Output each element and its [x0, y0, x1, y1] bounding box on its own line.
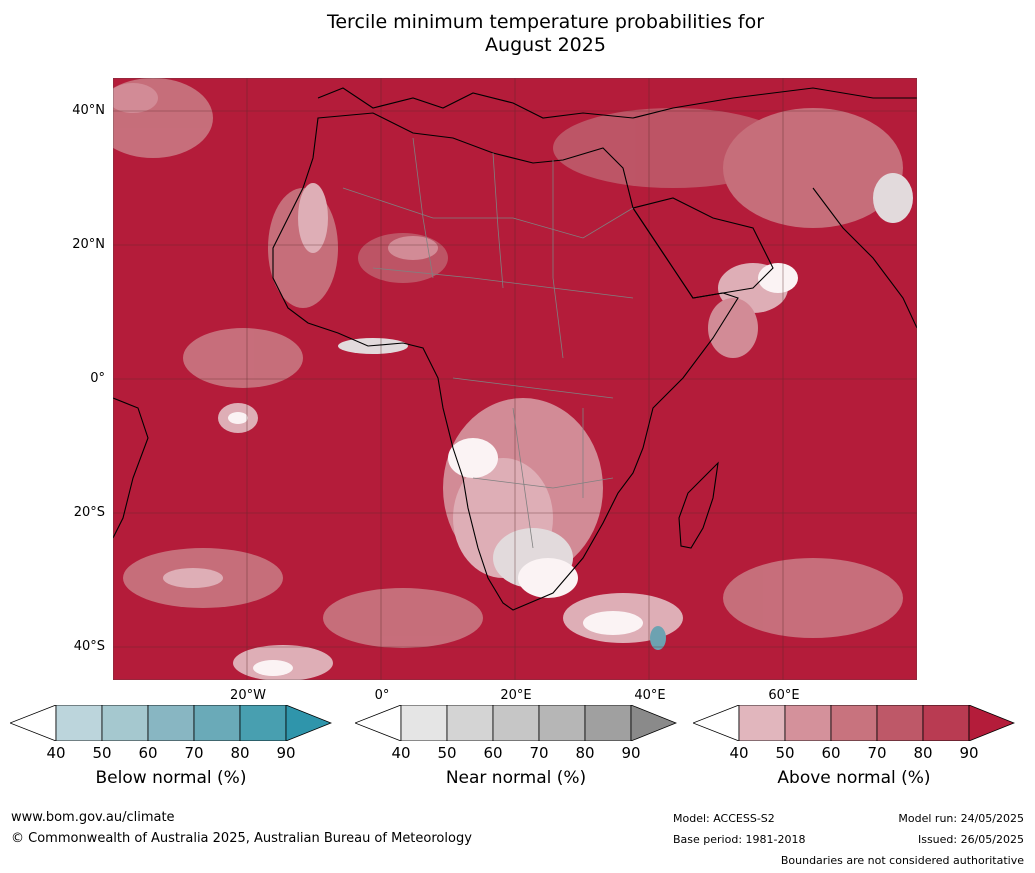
map-title-line1: Tercile minimum temperature probabilitie…	[326, 11, 765, 33]
near-tick-80: 80	[575, 744, 595, 762]
lon-label-40e: 40°E	[634, 688, 666, 703]
gridlines	[113, 78, 917, 680]
lon-label-60e: 60°E	[768, 688, 800, 703]
below-tick-70: 70	[184, 744, 204, 762]
above-tick-90: 90	[959, 744, 979, 762]
model-text: Model: ACCESS-S2	[673, 812, 775, 825]
near-tick-90: 90	[621, 744, 641, 762]
below-normal-label: Below normal (%)	[95, 768, 247, 788]
lon-label-0: 0°	[374, 688, 390, 703]
lat-label-40n: 40°N	[72, 103, 105, 118]
near-tick-40: 40	[391, 744, 411, 762]
issued-text: Issued: 26/05/2025	[917, 833, 1024, 846]
above-tick-50: 50	[775, 744, 795, 762]
probability-fields	[113, 78, 913, 680]
base-period-text: Base period: 1981-2018	[673, 833, 806, 846]
website-link[interactable]: www.bom.gov.au/climate	[11, 810, 175, 825]
below-tick-80: 80	[230, 744, 250, 762]
below-tick-90: 90	[276, 744, 296, 762]
below-tick-60: 60	[138, 744, 158, 762]
coastlines	[113, 87, 917, 611]
above-tick-70: 70	[867, 744, 887, 762]
lat-label-0: 0°	[90, 371, 105, 386]
colorbar-near-normal	[355, 705, 677, 741]
probability-map	[113, 78, 917, 680]
below-tick-40: 40	[46, 744, 66, 762]
lon-label-20e: 20°E	[500, 688, 532, 703]
country-borders	[342, 137, 634, 549]
colorbar-above-normal	[693, 705, 1015, 741]
near-tick-70: 70	[529, 744, 549, 762]
colorbar-below-normal	[10, 705, 332, 741]
near-normal-label: Near normal (%)	[445, 768, 587, 788]
above-tick-80: 80	[913, 744, 933, 762]
lat-label-20n: 20°N	[72, 237, 105, 252]
model-run-text: Model run: 24/05/2025	[898, 812, 1024, 825]
above-tick-40: 40	[729, 744, 749, 762]
map-title-line2: August 2025	[485, 34, 606, 56]
copyright-text: © Commonwealth of Australia 2025, Austra…	[11, 831, 472, 846]
near-tick-50: 50	[437, 744, 457, 762]
above-normal-label: Above normal (%)	[777, 768, 931, 788]
lon-label-20w: 20°W	[230, 688, 266, 703]
lat-label-20s: 20°S	[73, 505, 105, 520]
lat-label-40s: 40°S	[73, 639, 105, 654]
near-tick-60: 60	[483, 744, 503, 762]
above-tick-60: 60	[821, 744, 841, 762]
below-tick-50: 50	[92, 744, 112, 762]
disclaimer-text: Boundaries are not considered authoritat…	[780, 854, 1024, 867]
